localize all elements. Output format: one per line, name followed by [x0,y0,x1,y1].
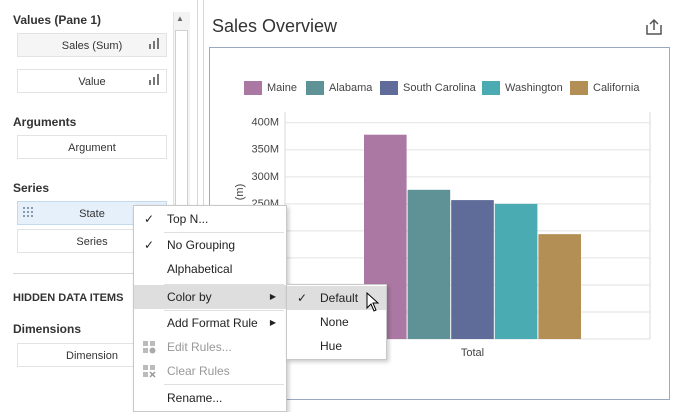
hidden-title: HIDDEN DATA ITEMS [13,292,124,304]
chart-icon[interactable] [148,37,162,51]
submenu-arrow: ▶ [269,292,276,301]
menu-text: Default [320,291,359,305]
bar [451,200,494,339]
separator [164,284,284,285]
menu-item[interactable]: ✓ Top N... [134,207,286,231]
menu-item[interactable]: Add Format Rule ▶ [134,311,286,335]
scroll-up[interactable]: ▲ [176,14,184,23]
legend-swatch [306,81,324,95]
legend-label: South Carolina [403,82,477,94]
menu-item[interactable]: Hue [287,334,386,358]
menu-item[interactable]: Color by ▶ [134,285,286,309]
mouse-cursor [366,292,380,312]
data-item[interactable]: Argument [17,135,167,159]
bar [538,234,581,339]
bar [494,203,538,339]
menu-text: Rename... [167,391,223,405]
check: ✓ [144,212,155,226]
y-tick-label: 300M [251,171,279,183]
export-button[interactable] [645,18,663,36]
item-title: Sales Overview [212,16,338,36]
bar [407,189,451,339]
submenu-arrow: ▶ [269,318,276,327]
legend-swatch [380,81,398,95]
menu-item: Edit Rules... [134,335,286,359]
legend-label: California [593,82,640,94]
menu-text: None [320,315,349,329]
divider [13,273,171,274]
menu-item[interactable]: ✓ No Grouping [134,233,286,257]
y-tick-label: 350M [251,144,279,156]
x-tick-label: Total [461,347,484,359]
drag-handle[interactable] [23,207,35,219]
section-title: Arguments [13,115,77,129]
menu-text: Add Format Rule [167,316,258,330]
legend-swatch [244,81,262,95]
menu-text: Alphabetical [167,262,233,276]
data-item[interactable]: Sales (Sum) [17,33,167,57]
y-tick-label: 400M [251,117,279,129]
data-item[interactable]: Value [17,69,167,93]
check: ✓ [144,238,155,252]
menu-item: Clear Rules [134,359,286,383]
legend-label: Maine [267,82,297,94]
chart-icon[interactable] [148,73,162,87]
separator [164,384,284,385]
menu-text: Edit Rules... [167,340,232,354]
section-title: Series [13,181,50,195]
section-title: Values (Pane 1) [13,13,102,27]
context-menu: ✓ Top N... ✓ No Grouping Alphabetical Colo… [133,205,287,412]
clear-icon [143,365,156,378]
section-title: Dimensions [13,322,82,336]
menu-text: Hue [320,339,343,353]
menu-text: Clear Rules [167,364,230,378]
check: ✓ [297,291,308,305]
legend-swatch [570,81,588,95]
menu-text: Top N... [167,212,209,226]
legend-label: Washington [505,82,563,94]
edit-icon [143,341,156,354]
separator [164,232,284,233]
separator [164,310,284,311]
menu-text: No Grouping [167,238,236,252]
menu-item[interactable]: None [287,310,386,334]
menu-text: Color by [167,290,212,304]
legend-swatch [482,81,500,95]
menu-item[interactable]: Rename... [134,386,286,410]
menu-item[interactable]: Alphabetical [134,257,286,281]
y-axis-label: (m) [234,184,246,201]
legend-label: Alabama [329,82,373,94]
